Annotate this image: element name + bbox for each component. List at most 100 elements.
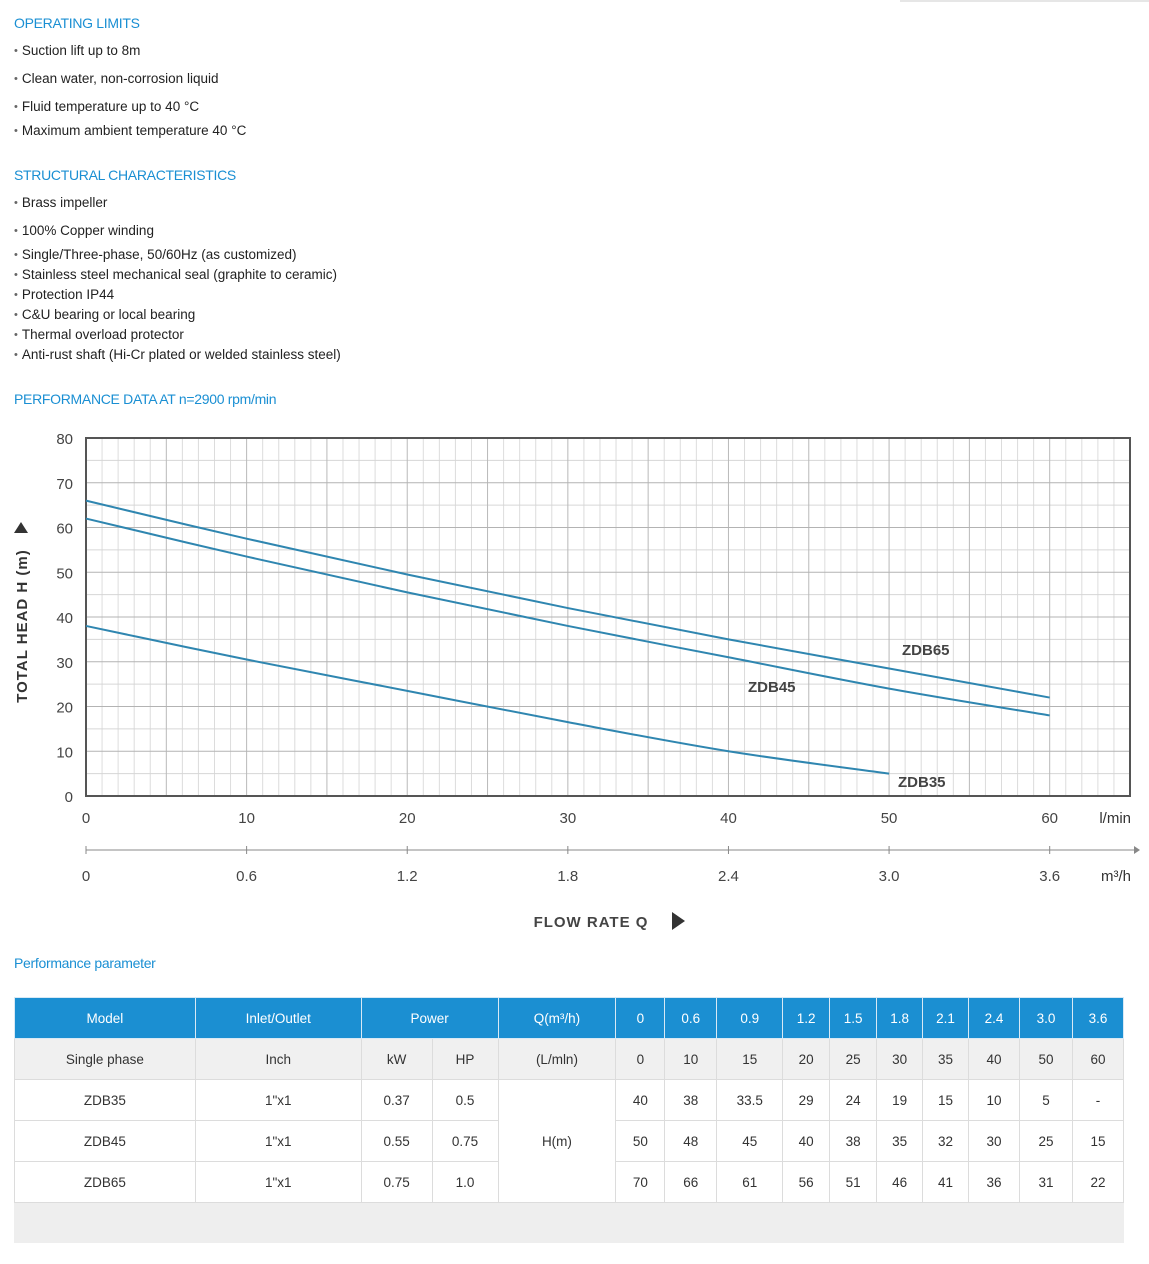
table-header-row: Model Inlet/Outlet Power Q(m³/h) 0 0.6 0… [14, 997, 1125, 1039]
kw-cell: 0.37 [360, 1079, 433, 1121]
value-cell: 66 [664, 1161, 718, 1203]
y-tick-label: 30 [56, 655, 73, 672]
x2-tick-label: 0 [82, 868, 90, 885]
y-axis-title: TOTAL HEAD H (m) [14, 549, 31, 703]
header-q-value: 0 [615, 997, 666, 1039]
series-line-zdb65 [85, 499, 1050, 699]
series-lines [85, 499, 1050, 775]
value-cell: 24 [829, 1079, 878, 1121]
value-cell: 51 [829, 1161, 878, 1203]
sub-cell: 15 [716, 1038, 784, 1080]
x2-tick-labels: 0 0.6 1.2 1.8 2.4 3.0 3.6 [82, 846, 1060, 885]
x-tick-label: 30 [560, 810, 577, 827]
list-item: Protection IP44 [14, 287, 114, 302]
x2-axis-arrow-icon [1134, 846, 1140, 854]
sub-cell: Single phase [14, 1038, 196, 1080]
value-cell: 38 [664, 1079, 718, 1121]
x-tick-label: 10 [238, 810, 255, 827]
plot-frame [85, 437, 1131, 797]
header-q-value: 3.6 [1071, 997, 1125, 1039]
value-cell: 40 [782, 1120, 831, 1162]
list-item: Stainless steel mechanical seal (graphit… [14, 267, 337, 282]
kw-cell: 0.55 [360, 1120, 433, 1162]
sub-cell: 50 [1018, 1038, 1073, 1080]
y-tick-label: 0 [65, 789, 73, 806]
structural-title: STRUCTURAL CHARACTERISTICS [14, 167, 236, 183]
model-cell: ZDB35 [14, 1079, 196, 1121]
x2-tick-label: 2.4 [718, 868, 739, 885]
kw-cell: 0.75 [360, 1161, 433, 1203]
value-cell: - [1071, 1079, 1125, 1121]
value-cell: 5 [1018, 1079, 1073, 1121]
hp-cell: 0.5 [431, 1079, 499, 1121]
value-cell: 30 [968, 1120, 1020, 1162]
sub-cell: HP [431, 1038, 499, 1080]
sub-cell: (L/mln) [497, 1038, 617, 1080]
value-cell: 19 [876, 1079, 924, 1121]
sub-cell: Inch [194, 1038, 362, 1080]
value-cell: 50 [615, 1120, 666, 1162]
value-cell: 22 [1071, 1161, 1125, 1203]
series-label-zdb65: ZDB65 [902, 642, 950, 659]
x2-unit-label: m³/h [1101, 868, 1131, 885]
list-item: Brass impeller [14, 195, 108, 210]
sub-cell: 40 [968, 1038, 1020, 1080]
y-tick-label: 10 [56, 744, 73, 761]
value-cell: 35 [876, 1120, 924, 1162]
y-tick-label: 50 [56, 565, 73, 582]
hp-cell: 0.75 [431, 1120, 499, 1162]
y-tick-label: 60 [56, 521, 73, 538]
list-item: Maximum ambient temperature 40 °C [14, 123, 246, 138]
x-tick-labels: 0 10 20 30 40 50 60 [82, 810, 1058, 827]
params-title: Performance parameter [14, 955, 156, 971]
sub-cell: 25 [829, 1038, 878, 1080]
header-q-value: 0.6 [664, 997, 718, 1039]
series-label-zdb45: ZDB45 [748, 679, 796, 696]
table-subheader-row: Single phase Inch kW HP (L/mln) 0 10 15 … [14, 1038, 1125, 1080]
x-axis-title: FLOW RATE Q [534, 914, 649, 931]
value-cell: 10 [968, 1079, 1020, 1121]
table-footer-bar [14, 1203, 1124, 1243]
x2-tick-label: 3.6 [1039, 868, 1060, 885]
header-q-value: 2.4 [968, 997, 1020, 1039]
header-q-value: 3.0 [1018, 997, 1073, 1039]
value-cell: 46 [876, 1161, 924, 1203]
x2-tick-label: 1.2 [397, 868, 418, 885]
list-item: 100% Copper winding [14, 223, 154, 238]
x-tick-label: 40 [720, 810, 737, 827]
x2-tick-label: 1.8 [557, 868, 578, 885]
sub-cell: 10 [664, 1038, 718, 1080]
performance-title: PERFORMANCE DATA AT n=2900 rpm/min [14, 391, 277, 407]
header-power: Power [360, 997, 499, 1039]
table-row: ZDB65 1"x1 0.75 1.0 70 66 61 56 51 46 41… [14, 1161, 1125, 1203]
hp-cell: 1.0 [431, 1161, 499, 1203]
performance-table: Model Inlet/Outlet Power Q(m³/h) 0 0.6 0… [14, 997, 1125, 1203]
x2-tick-label: 3.0 [879, 868, 900, 885]
sub-cell: 30 [876, 1038, 924, 1080]
sub-cell: kW [360, 1038, 433, 1080]
x-unit-label: l/min [1099, 810, 1131, 827]
inlet-cell: 1"x1 [194, 1161, 362, 1203]
x2-tick-label: 0.6 [236, 868, 257, 885]
list-item: C&U bearing or local bearing [14, 307, 195, 322]
header-q-value: 1.2 [782, 997, 831, 1039]
model-cell: ZDB45 [14, 1120, 196, 1162]
value-cell: 70 [615, 1161, 666, 1203]
head-label-cell: H(m) [497, 1079, 617, 1203]
header-q-value: 1.8 [876, 997, 924, 1039]
value-cell: 45 [716, 1120, 784, 1162]
header-q: Q(m³/h) [497, 997, 617, 1039]
header-q-value: 1.5 [829, 997, 878, 1039]
value-cell: 31 [1018, 1161, 1073, 1203]
table-row: ZDB45 1"x1 0.55 0.75 50 48 45 40 38 35 3… [14, 1120, 1125, 1162]
series-line-zdb45 [85, 517, 1050, 717]
sub-cell: 0 [615, 1038, 666, 1080]
y-tick-label: 20 [56, 700, 73, 717]
value-cell: 41 [922, 1161, 970, 1203]
value-cell: 33.5 [716, 1079, 784, 1121]
y-tick-label: 40 [56, 610, 73, 627]
inlet-cell: 1"x1 [194, 1079, 362, 1121]
top-divider [900, 0, 1149, 2]
header-model: Model [14, 997, 196, 1039]
value-cell: 40 [615, 1079, 666, 1121]
